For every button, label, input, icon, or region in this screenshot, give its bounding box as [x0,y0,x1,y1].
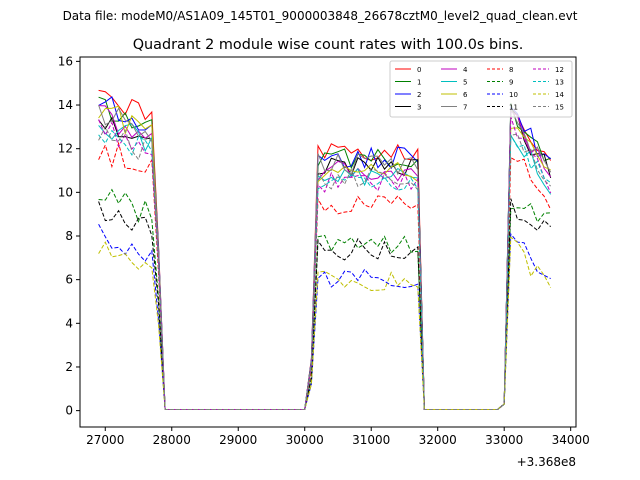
x-tick-label: 33000 [485,433,523,447]
y-tick-label: 14 [58,98,73,112]
series-line-9 [98,188,551,410]
x-tick-label: 34000 [552,433,590,447]
x-tick-label: 29000 [219,433,257,447]
legend-label: 6 [463,91,468,99]
series-line-5 [98,123,552,410]
chart-title: Quadrant 2 module wise count rates with … [133,37,524,53]
x-tick-label: 31000 [352,433,390,447]
y-tick-label: 4 [65,316,73,330]
legend-label: 15 [555,104,564,112]
legend-label: 4 [463,66,468,74]
x-offset-label: +3.368e8 [517,455,576,469]
y-tick-label: 6 [65,273,73,287]
legend-label: 12 [555,66,564,74]
x-tick-label: 27000 [86,433,124,447]
series-line-2 [98,96,552,410]
legend-label: 5 [463,79,467,87]
legend-label: 14 [555,91,564,99]
legend-label: 1 [417,79,421,87]
legend-label: 9 [509,79,513,87]
series-line-15 [98,125,552,410]
legend-label: 3 [417,104,421,112]
legend-box [389,60,573,118]
y-tick-label: 2 [65,360,73,374]
series-line-14 [98,236,552,410]
legend-label: 2 [417,91,421,99]
data-file-label: Data file: modeM0/AS1A09_145T01_90000038… [63,9,578,23]
x-tick-label: 28000 [153,433,191,447]
legend-label: 11 [509,104,518,112]
legend-label: 0 [417,66,421,74]
series-line-3 [98,108,552,410]
legend-label: 13 [555,79,564,87]
series-line-1 [98,96,551,410]
x-tick-label: 30000 [286,433,324,447]
series-line-6 [98,105,551,410]
y-axis: 0 2 4 6 8 10 12 14 16 [58,54,80,418]
y-tick-label: 10 [58,185,73,199]
y-tick-label: 8 [65,229,73,243]
y-tick-label: 0 [65,404,73,418]
legend-label: 7 [463,104,467,112]
x-tick-label: 32000 [419,433,457,447]
legend-label: 10 [509,91,518,99]
legend-label: 8 [509,66,513,74]
series-layer [98,89,552,410]
y-tick-label: 12 [58,142,73,156]
series-line-4 [98,105,552,410]
series-line-7 [98,104,552,410]
y-tick-label: 16 [58,54,73,68]
series-line-10 [98,223,551,410]
x-axis: 27000 28000 29000 30000 31000 32000 33000 34000 [86,427,590,447]
series-line-8 [98,141,552,410]
series-line-11 [98,198,552,410]
plot-frame [79,56,577,428]
